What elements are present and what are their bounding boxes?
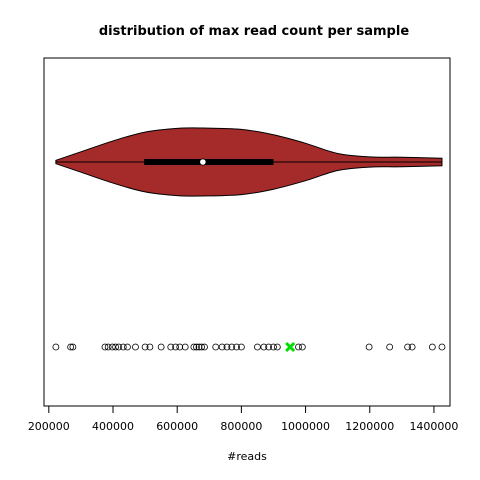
sample-point [195, 343, 203, 351]
sample-point [176, 343, 184, 351]
x-tick-label: 1400000 [409, 420, 458, 433]
sample-point [101, 343, 109, 351]
sample-point [198, 343, 205, 351]
highlight-cross-stroke [285, 341, 296, 353]
sample-point [132, 343, 139, 351]
sample-point [228, 343, 236, 351]
sample-point [218, 343, 226, 351]
sample-point [408, 343, 416, 351]
sample-point [254, 343, 261, 351]
x-tick-label: 800000 [220, 420, 262, 433]
x-tick-label: 400000 [92, 420, 134, 433]
sample-point [190, 343, 198, 351]
violin-median-marker [199, 158, 207, 166]
sample-point [438, 343, 446, 351]
sample-point [52, 343, 60, 351]
sample-point [172, 343, 179, 351]
sample-point [260, 343, 268, 351]
highlight-marker [285, 341, 296, 353]
sample-point [69, 343, 77, 351]
sample-point [386, 343, 394, 351]
x-tick-label: 200000 [28, 420, 70, 433]
sample-point [212, 343, 220, 351]
sample-point [265, 343, 273, 351]
sample-point [298, 343, 306, 351]
chart-title: distribution of max read count per sampl… [99, 24, 409, 39]
sample-point [201, 343, 208, 351]
sample-point [157, 343, 165, 351]
plot-frame [43, 57, 451, 407]
sample-point [181, 343, 189, 351]
sample-point [67, 343, 75, 351]
sample-point [233, 343, 240, 351]
sample-point [146, 343, 154, 351]
sample-point [115, 343, 123, 351]
sample-point [223, 343, 231, 351]
sample-point [104, 343, 112, 351]
x-axis-label: #reads [227, 450, 267, 463]
sample-point [270, 343, 277, 351]
x-tick-label: 600000 [156, 420, 198, 433]
x-tick-label: 1000000 [281, 420, 330, 433]
sample-point [273, 343, 281, 351]
x-tick-label: 1200000 [345, 420, 394, 433]
sample-point [141, 343, 149, 351]
x-axis: 200000 400000 600000 800000 1000000 1200000 14… [28, 405, 458, 433]
sample-point [365, 343, 373, 351]
sample-point [119, 343, 127, 351]
sample-point [295, 343, 302, 351]
sample-point [167, 343, 175, 351]
sample-point [124, 343, 131, 351]
sample-point [428, 343, 436, 351]
sample-point [237, 343, 245, 351]
sample-point [193, 343, 200, 351]
sample-point [404, 343, 412, 351]
sample-points [52, 343, 446, 351]
sample-point [112, 343, 119, 351]
sample-point [108, 343, 116, 351]
